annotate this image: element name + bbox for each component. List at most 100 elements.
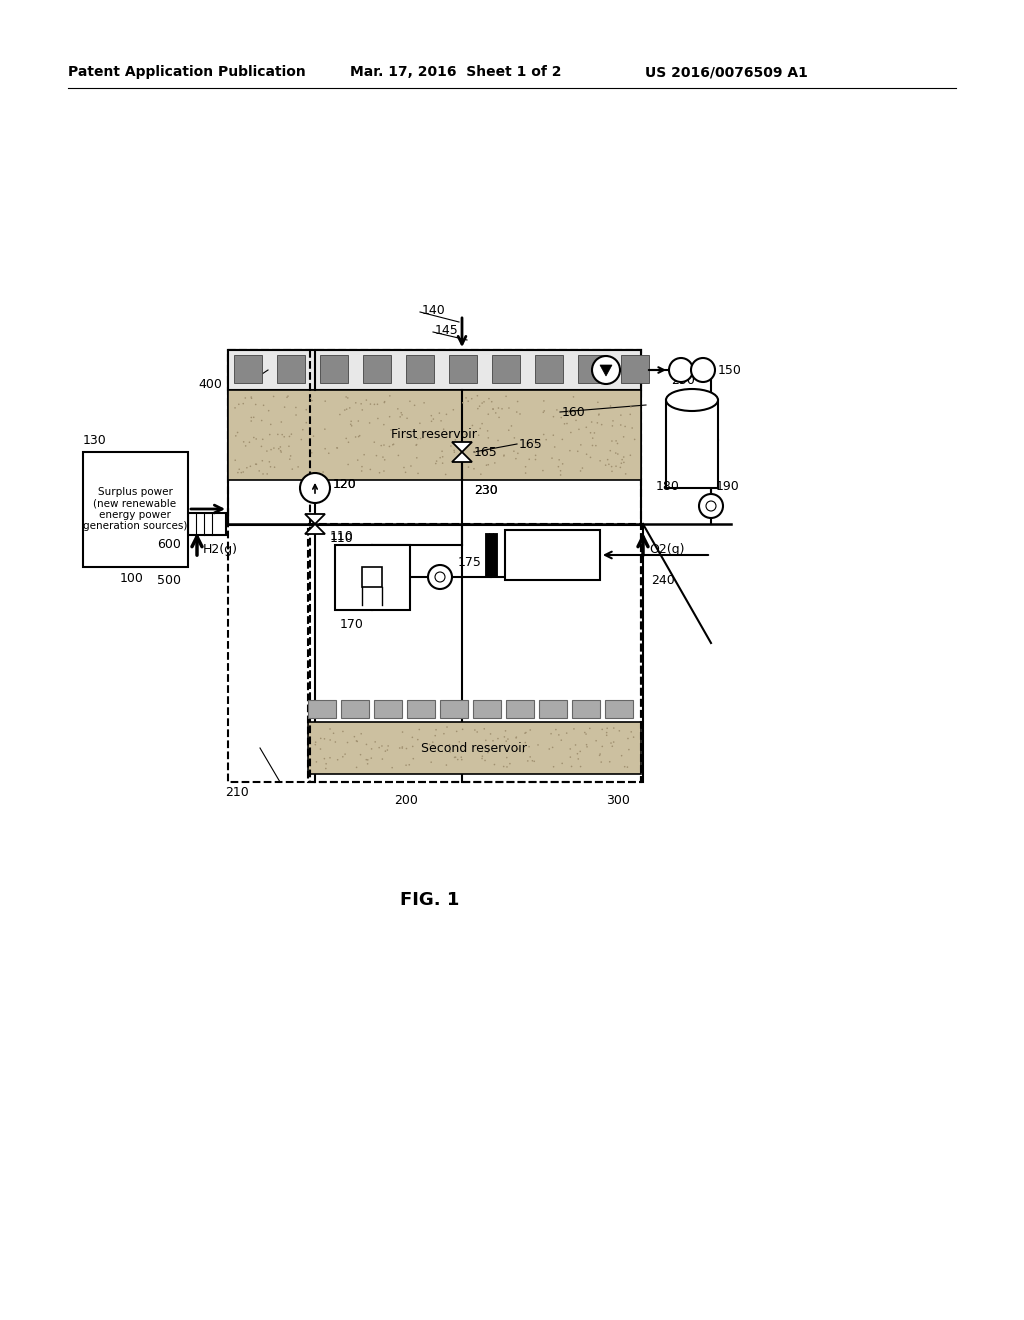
Circle shape [556, 409, 558, 411]
Circle shape [461, 756, 462, 758]
Text: First reservoir: First reservoir [391, 429, 477, 441]
Text: 165: 165 [519, 437, 543, 450]
Circle shape [598, 414, 599, 416]
Text: 120: 120 [333, 478, 356, 491]
Circle shape [691, 358, 715, 381]
Circle shape [355, 767, 357, 768]
Circle shape [383, 470, 385, 471]
Circle shape [266, 473, 268, 475]
Circle shape [511, 425, 512, 426]
Text: 130: 130 [83, 433, 106, 446]
Circle shape [483, 401, 484, 403]
Circle shape [494, 462, 496, 463]
Circle shape [246, 467, 248, 469]
Circle shape [467, 400, 469, 403]
Circle shape [430, 762, 432, 763]
Circle shape [493, 408, 494, 409]
Circle shape [453, 409, 454, 411]
Circle shape [525, 731, 526, 734]
Circle shape [493, 741, 494, 742]
Circle shape [606, 731, 607, 734]
Circle shape [391, 767, 393, 768]
Text: 400: 400 [198, 379, 222, 392]
Circle shape [543, 434, 545, 436]
Circle shape [350, 421, 352, 422]
Circle shape [627, 767, 629, 768]
Circle shape [428, 565, 452, 589]
Circle shape [594, 432, 595, 434]
Circle shape [409, 764, 410, 766]
Circle shape [474, 451, 476, 453]
Circle shape [374, 441, 375, 444]
Circle shape [371, 748, 373, 750]
Circle shape [406, 747, 408, 750]
Circle shape [498, 440, 499, 441]
Text: 165: 165 [474, 446, 498, 458]
Circle shape [481, 758, 483, 759]
Text: 160: 160 [562, 405, 586, 418]
Text: 110: 110 [330, 532, 353, 545]
Circle shape [586, 454, 588, 455]
Circle shape [255, 404, 256, 405]
Bar [578, 355, 606, 383]
Circle shape [300, 473, 330, 503]
Circle shape [599, 459, 601, 462]
Circle shape [434, 735, 436, 737]
Circle shape [579, 429, 580, 430]
Circle shape [487, 437, 489, 438]
Circle shape [417, 473, 419, 474]
Circle shape [397, 454, 399, 457]
Circle shape [369, 422, 371, 424]
Circle shape [561, 763, 563, 764]
Circle shape [287, 396, 288, 399]
Text: 175: 175 [458, 557, 482, 569]
Circle shape [605, 465, 606, 466]
Circle shape [336, 447, 338, 449]
Circle shape [459, 741, 460, 743]
Circle shape [326, 763, 327, 764]
Circle shape [441, 462, 443, 463]
Circle shape [561, 438, 563, 440]
Circle shape [611, 470, 612, 473]
Circle shape [243, 441, 245, 442]
Circle shape [305, 422, 307, 424]
Circle shape [348, 441, 349, 444]
Circle shape [253, 437, 255, 438]
Polygon shape [305, 524, 325, 535]
Circle shape [445, 413, 447, 416]
Circle shape [378, 747, 380, 748]
Text: Power
converter: Power converter [525, 544, 579, 566]
Circle shape [507, 738, 509, 741]
Circle shape [519, 413, 521, 414]
Circle shape [624, 766, 626, 767]
Circle shape [597, 401, 599, 403]
Circle shape [357, 459, 358, 461]
Circle shape [442, 429, 444, 430]
Circle shape [416, 445, 417, 446]
Circle shape [566, 733, 567, 734]
Circle shape [413, 758, 414, 759]
Polygon shape [452, 442, 472, 451]
Circle shape [586, 426, 587, 428]
Circle shape [295, 414, 297, 416]
Circle shape [358, 434, 360, 437]
Text: H2(g): H2(g) [203, 544, 238, 557]
Bar [188, 513, 226, 535]
Circle shape [441, 450, 442, 451]
Circle shape [527, 442, 528, 444]
Circle shape [270, 424, 271, 425]
Circle shape [250, 466, 251, 467]
Text: 140: 140 [422, 304, 445, 317]
Circle shape [399, 416, 401, 417]
Circle shape [384, 459, 385, 461]
Circle shape [490, 401, 493, 403]
Circle shape [498, 738, 499, 739]
Circle shape [487, 751, 488, 754]
Text: Mar. 17, 2016  Sheet 1 of 2: Mar. 17, 2016 Sheet 1 of 2 [350, 65, 561, 79]
Circle shape [355, 403, 356, 404]
Ellipse shape [666, 389, 718, 411]
Circle shape [508, 429, 510, 432]
Circle shape [407, 417, 408, 418]
Circle shape [503, 455, 505, 457]
Circle shape [249, 441, 250, 444]
